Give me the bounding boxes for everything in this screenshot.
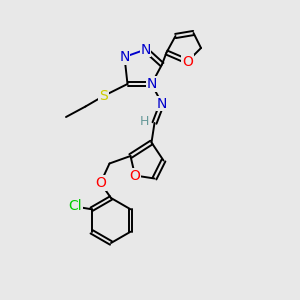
Text: O: O (130, 169, 140, 182)
Text: N: N (140, 43, 151, 56)
Text: N: N (157, 97, 167, 110)
Text: S: S (99, 89, 108, 103)
Text: O: O (182, 55, 193, 68)
Text: Cl: Cl (68, 199, 82, 213)
Text: N: N (146, 77, 157, 91)
Text: O: O (95, 176, 106, 190)
Text: N: N (119, 50, 130, 64)
Text: H: H (139, 115, 149, 128)
